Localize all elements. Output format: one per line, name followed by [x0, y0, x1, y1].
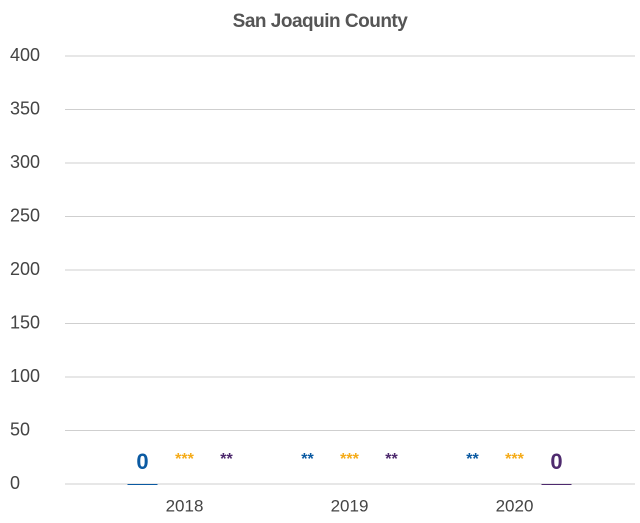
- value-label: 0: [550, 449, 562, 474]
- value-label: **: [220, 451, 233, 468]
- bar: [541, 484, 572, 485]
- chart-title: San Joaquin County: [233, 11, 409, 32]
- y-tick-label: 100: [10, 366, 40, 386]
- y-tick-label: 200: [10, 259, 40, 279]
- value-label: ***: [505, 451, 524, 468]
- y-tick-label: 50: [10, 419, 30, 439]
- x-tick-label: 2018: [166, 496, 204, 515]
- value-label: **: [301, 451, 314, 468]
- value-label: 0: [136, 449, 148, 474]
- y-tick-label: 0: [10, 473, 20, 493]
- y-tick-label: 400: [10, 45, 40, 65]
- value-label: ***: [175, 451, 194, 468]
- value-label: **: [466, 451, 479, 468]
- bar: [127, 484, 158, 485]
- y-tick-label: 150: [10, 312, 40, 332]
- x-tick-label: 2019: [331, 496, 369, 515]
- y-tick-label: 300: [10, 152, 40, 172]
- value-label: ***: [340, 451, 359, 468]
- y-tick-label: 350: [10, 98, 40, 118]
- x-tick-label: 2020: [496, 496, 534, 515]
- y-tick-label: 250: [10, 205, 40, 225]
- value-label: **: [385, 451, 398, 468]
